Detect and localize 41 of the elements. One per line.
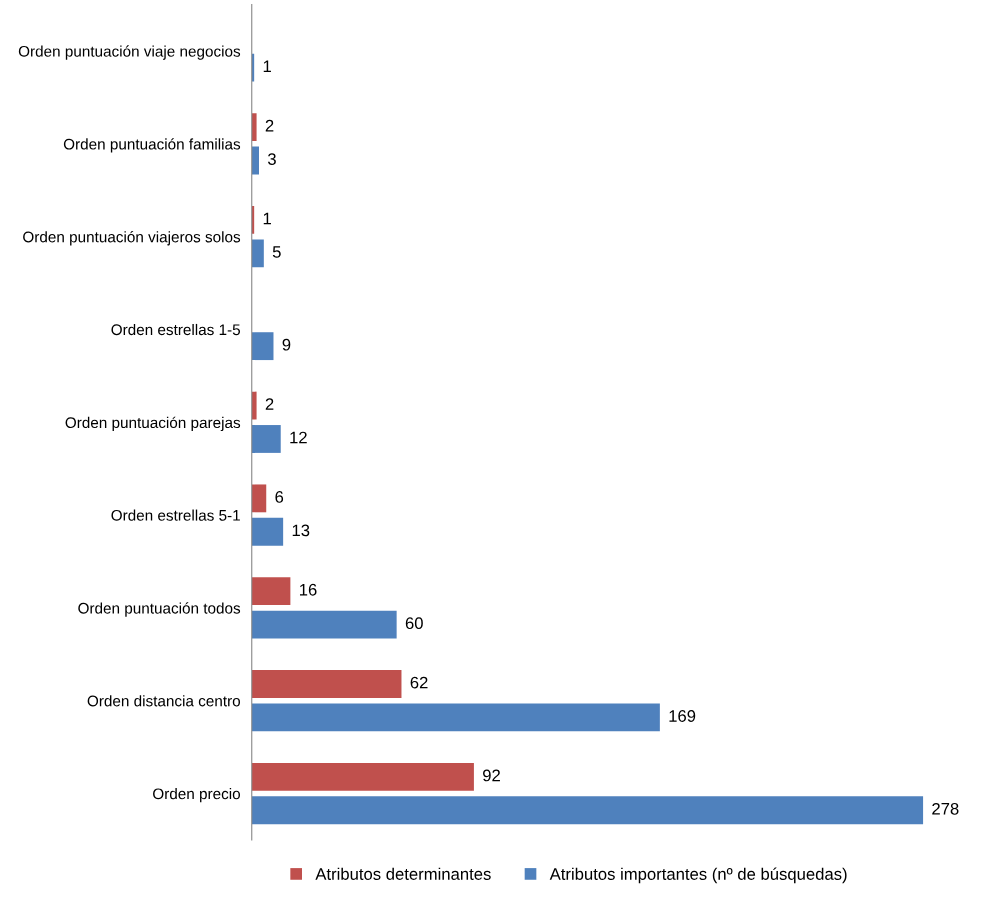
y-tick-label: Orden distancia centro	[87, 695, 241, 707]
data-label: 3	[267, 153, 276, 165]
data-label: 92	[483, 769, 500, 782]
bar	[251, 484, 267, 513]
legend-label: Atributos importantes (nº de búsquedas)	[549, 867, 847, 884]
bar	[251, 239, 264, 268]
data-label: 2	[265, 119, 274, 132]
y-tick-label: Orden estrellas 5-1	[111, 509, 240, 521]
data-label: 12	[290, 431, 307, 444]
data-label: 62	[410, 676, 428, 689]
y-tick-label: Orden precio	[153, 788, 241, 803]
data-label: 2	[265, 398, 274, 410]
data-label: 6	[275, 491, 284, 503]
bar	[251, 332, 274, 361]
legend-label: Atributos determinantes	[315, 867, 491, 880]
y-tick-label: Orden puntuación parejas	[65, 416, 241, 432]
data-label: 16	[299, 583, 317, 596]
bar	[251, 703, 660, 732]
data-label: 13	[292, 524, 310, 537]
y-tick-label: Orden puntuación familias	[63, 138, 241, 153]
y-tick-label: Orden puntuación todos	[78, 602, 241, 617]
bar	[251, 577, 291, 606]
y-tick-label: Orden estrellas 1-5	[111, 323, 241, 336]
data-label: 169	[669, 710, 696, 722]
bar	[251, 146, 259, 175]
data-label: 1	[263, 212, 271, 225]
y-tick-label: Orden puntuación viajeros solos	[23, 230, 241, 246]
data-label: 278	[932, 802, 959, 815]
data-label: 9	[282, 338, 291, 351]
bar	[251, 610, 397, 639]
bar	[251, 113, 257, 142]
bar	[251, 670, 402, 698]
data-label: 60	[405, 617, 423, 630]
bar	[251, 796, 924, 825]
data-label: 1	[263, 60, 271, 72]
y-tick-label: Orden puntuación viaje negocios	[18, 45, 241, 60]
bar	[251, 762, 474, 791]
bar	[251, 425, 281, 453]
bar	[251, 391, 257, 420]
bar	[251, 517, 284, 546]
data-label: 5	[272, 246, 281, 258]
